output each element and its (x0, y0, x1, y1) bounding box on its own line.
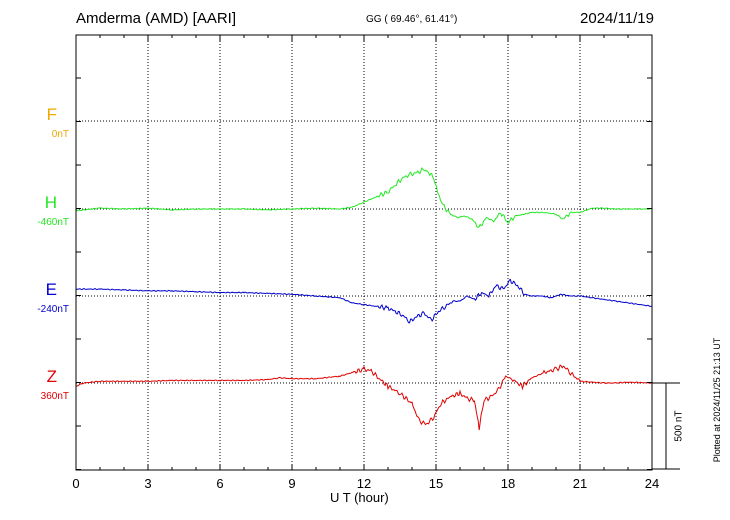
series-label-E: E (45, 280, 57, 299)
chart-traces (75, 166, 653, 431)
station-title: Amderma (AMD) [AARI] (76, 10, 237, 27)
x-tick-label: 9 (288, 476, 295, 491)
x-tick-label: 21 (573, 476, 587, 491)
trace-Z (75, 364, 653, 431)
geographic-coords: GG ( 69.46°, 61.41°) (366, 14, 458, 25)
x-tick-label: 6 (216, 476, 223, 491)
series-label-F: F (46, 105, 57, 124)
date-label: 2024/11/19 (580, 10, 654, 27)
baseline-label-H: -460nT (37, 217, 69, 228)
plotted-at-note: Plotted at 2024/11/25 21:13 UT (712, 337, 722, 463)
scale-bar-label: 500 nT (673, 410, 685, 442)
x-axis-label: U T (hour) (330, 490, 389, 505)
chart-ticks: 0 3 6 9 12 15 18 21 24 (72, 35, 659, 491)
x-tick-label: 0 (72, 476, 79, 491)
trace-H (76, 166, 653, 228)
series-label-H: H (44, 193, 57, 212)
x-tick-label: 12 (357, 476, 371, 491)
x-tick-label: 15 (429, 476, 443, 491)
chart-grid (76, 35, 652, 470)
x-tick-label: 3 (144, 476, 151, 491)
x-tick-label: 24 (645, 476, 659, 491)
x-tick-label: 18 (501, 476, 515, 491)
scale-bar (652, 382, 680, 470)
baseline-label-E: -240nT (37, 304, 69, 315)
baseline-label-F: 0nT (51, 129, 69, 140)
trace-E (75, 278, 652, 324)
baseline-label-Z: 360nT (40, 391, 69, 402)
series-label-Z: Z (46, 367, 57, 386)
